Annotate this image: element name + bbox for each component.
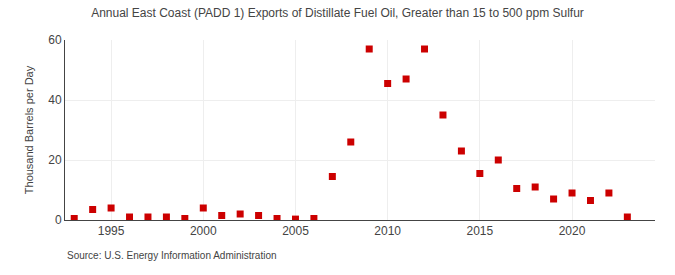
svg-text:2020: 2020: [559, 224, 586, 238]
svg-text:Source: U.S. Energy Informatio: Source: U.S. Energy Information Administ…: [67, 250, 277, 261]
svg-text:60: 60: [48, 33, 62, 47]
svg-text:1995: 1995: [98, 224, 125, 238]
svg-text:2010: 2010: [374, 224, 401, 238]
svg-text:Thousand Barrels per Day: Thousand Barrels per Day: [23, 65, 35, 194]
svg-text:20: 20: [48, 153, 62, 167]
svg-text:40: 40: [48, 93, 62, 107]
svg-text:0: 0: [55, 213, 62, 227]
svg-text:2005: 2005: [282, 224, 309, 238]
svg-text:2000: 2000: [190, 224, 217, 238]
svg-text:2015: 2015: [466, 224, 493, 238]
svg-text:Annual East Coast (PADD 1) Exp: Annual East Coast (PADD 1) Exports of Di…: [91, 6, 584, 20]
